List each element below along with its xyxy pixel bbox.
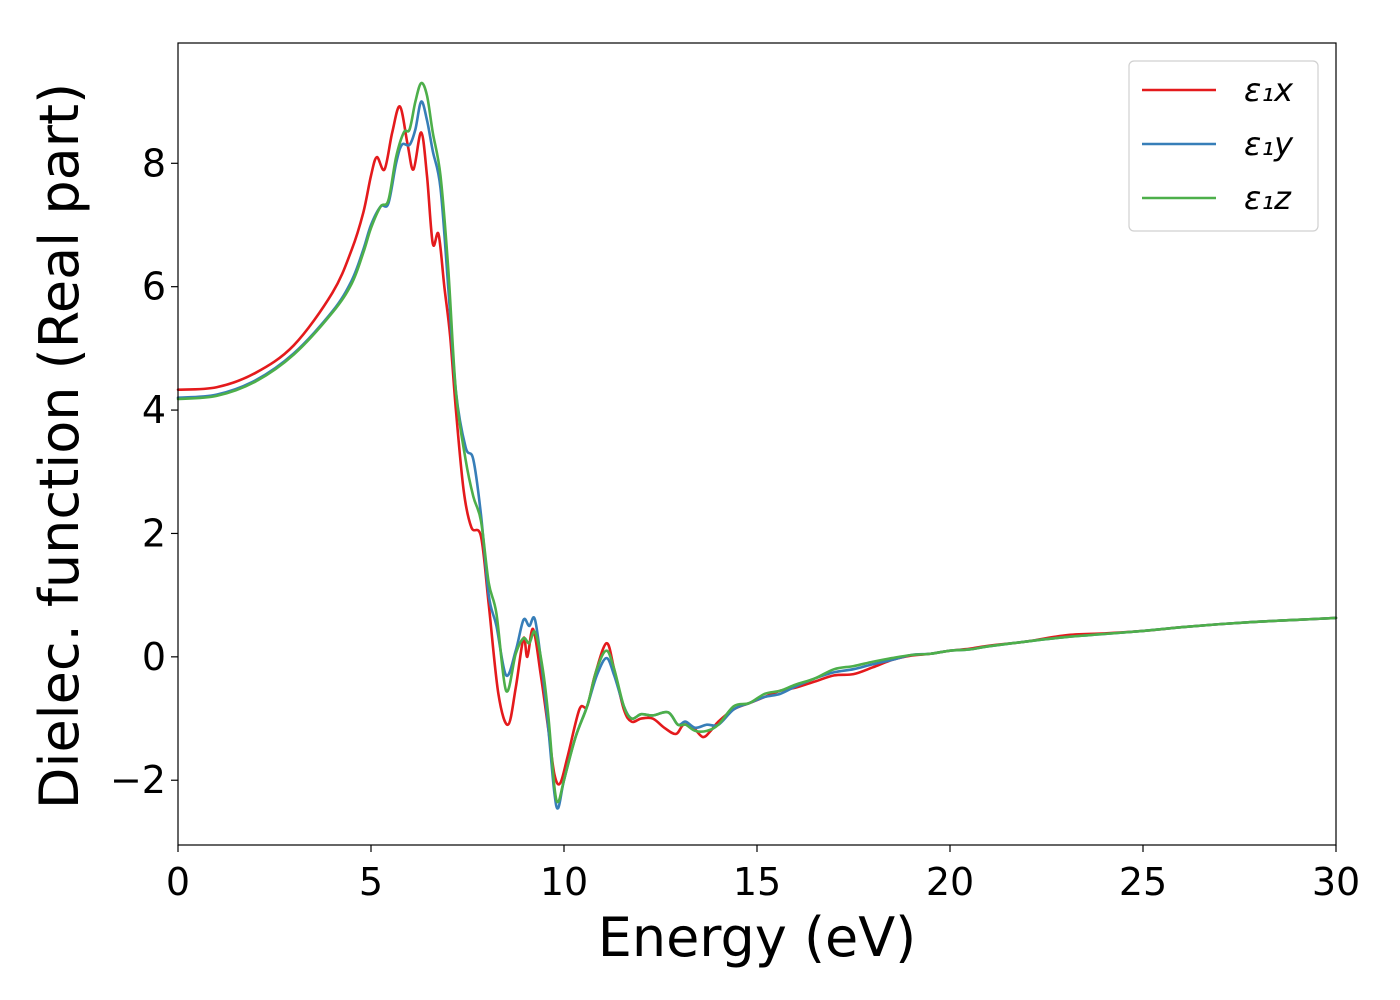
plot-area: [176, 42, 1338, 846]
x-tick-label: 25: [1119, 860, 1167, 904]
y-tick-label: 4: [142, 388, 166, 432]
x-tick-label: 20: [926, 860, 974, 904]
y-axis-ticks: −2 0 2 4 6 8: [110, 141, 178, 802]
legend: ε₁x ε₁y ε₁z: [1128, 60, 1319, 232]
x-axis-ticks: 0 5 10 15 20 25 30: [166, 845, 1360, 904]
legend-box: [1128, 60, 1319, 232]
legend-label-1: ε₁x: [1244, 71, 1294, 109]
series-line-3: [176, 81, 1338, 804]
x-tick-label: 30: [1312, 860, 1360, 904]
x-tick-label: 10: [540, 860, 588, 904]
x-tick-label: 5: [359, 860, 383, 904]
y-tick-label: 6: [142, 265, 166, 309]
series-layer: [176, 81, 1338, 810]
y-axis-label: Dielec. function (Real part): [28, 83, 91, 809]
y-tick-label: 0: [142, 635, 166, 679]
y-tick-label: 8: [142, 141, 166, 185]
legend-label-3: ε₁z: [1244, 179, 1292, 217]
x-tick-label: 0: [166, 860, 190, 904]
y-tick-label: 2: [142, 511, 166, 555]
legend-label-2: ε₁y: [1244, 125, 1294, 163]
x-tick-label: 15: [733, 860, 781, 904]
y-tick-label: −2: [110, 758, 166, 802]
x-axis-label: Energy (eV): [598, 906, 917, 969]
legend-items: ε₁x ε₁y ε₁z: [1142, 71, 1294, 217]
